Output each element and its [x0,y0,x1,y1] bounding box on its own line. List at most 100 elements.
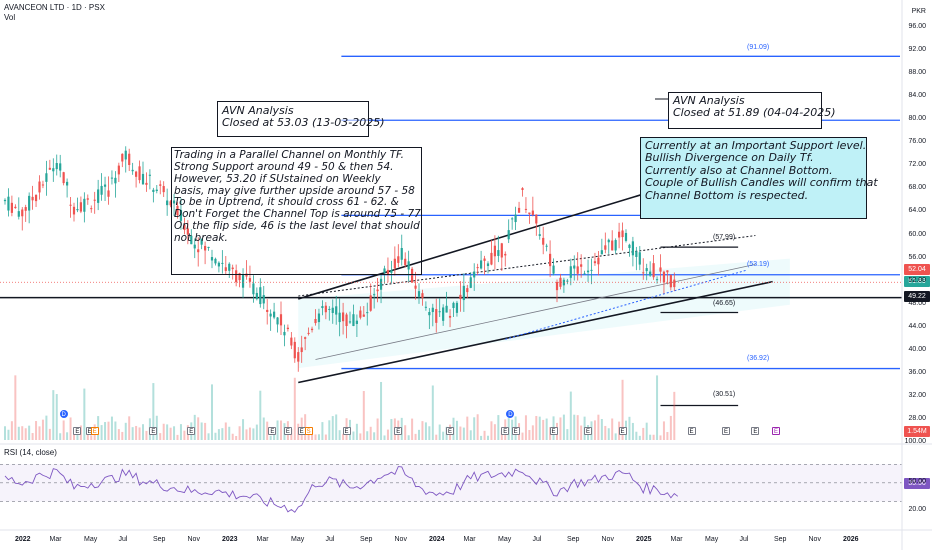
volume-bar [431,385,434,440]
note-current-view[interactable]: Currently at an Important Support level.… [640,137,878,219]
earnings-marker[interactable]: E [73,427,82,435]
volume-bar [545,418,548,440]
earnings-marker[interactable]: E [751,427,760,435]
volume-bar [69,417,72,440]
volume-bar [631,422,634,440]
earnings-marker[interactable]: S [304,427,313,435]
candle-body [445,305,448,313]
volume-bar [607,428,610,440]
time-tick: 2022 [15,536,31,543]
earnings-marker[interactable]: E [687,427,696,435]
candle-body [107,190,110,197]
volume-bar [52,390,55,440]
volume-bar [4,426,6,440]
earnings-marker[interactable]: E [584,427,593,435]
volume-bar [124,422,127,440]
time-tick: Mar [670,536,683,543]
candle-body [124,150,127,160]
volume-bar [459,426,462,440]
volume-bar [169,427,172,440]
candle-body [293,341,296,359]
time-tick: May [291,536,305,543]
volume-bar [166,424,169,440]
last-price-badge: 52.04 [904,264,930,275]
note-avn-analysis-old[interactable]: AVN Analysis Closed at 53.03 (13-03-2025… [217,101,385,137]
volume-bar [280,420,282,440]
channel-zone [298,258,790,369]
volume-bar [273,430,276,440]
candle-body [535,214,538,224]
earnings-marker[interactable]: E [446,427,455,435]
channel-mid-line [298,235,756,297]
volume-bar [228,426,231,440]
candle-body [642,272,645,274]
dividend-marker[interactable]: D [59,410,68,418]
volume-bar [100,425,103,440]
earnings-marker[interactable]: E [90,427,99,435]
earnings-marker[interactable]: E [394,427,403,435]
candle-body [400,247,403,260]
time-tick: Sep [360,536,373,543]
earnings-marker[interactable]: E [268,427,277,435]
earnings-marker[interactable]: E [618,427,627,435]
price-tick: 48.00 [908,299,926,307]
volume-bar [90,435,93,440]
note-analysis-main[interactable]: Trading in a Parallel Channel on Monthly… [171,147,422,275]
volume-bar [83,388,86,440]
candle-body [3,199,7,202]
earnings-marker[interactable]: E [501,427,510,435]
candle-body [207,246,210,248]
earnings-marker[interactable]: E [149,427,158,435]
earnings-marker[interactable]: E [511,427,520,435]
candle-body [373,294,376,296]
candle-body [290,337,293,346]
volume-bar [645,422,648,440]
candle-body [186,228,189,235]
volume-bar [386,429,389,440]
candle-body [359,310,362,318]
candle-body [304,337,307,339]
candle-body [452,302,455,308]
volume-bar [331,416,334,440]
candle-body [90,208,93,210]
time-tick: Sep [774,536,787,543]
volume-bar [204,422,207,440]
volume-bar [66,432,69,440]
candle-body [397,256,400,263]
dividend-marker[interactable]: D [506,410,515,418]
volume-bar [562,414,565,440]
volume-bar [421,421,424,440]
candle-body [10,202,13,213]
volume-bar [642,427,645,440]
time-tick: Sep [567,536,580,543]
volume-bar [176,434,179,440]
earnings-marker[interactable]: E [342,427,351,435]
volume-bar [497,415,500,440]
rsi-line [4,466,679,513]
candle-body [121,153,124,162]
candle-body [103,184,107,187]
time-tick: Nov [808,536,821,543]
candle-body [493,245,496,257]
earnings-marker[interactable]: E [772,427,781,435]
earnings-marker[interactable]: E [549,427,558,435]
candle-body [69,204,72,206]
earnings-marker[interactable]: E [283,427,292,435]
candle-body [179,209,183,221]
volume-bar [476,414,479,440]
level-label-91: (91.09) [747,44,770,51]
candle-body [276,317,279,325]
candle-body [110,177,114,179]
candle-body [552,265,555,274]
candle-body [573,265,576,269]
time-tick: Jul [118,536,128,543]
earnings-marker[interactable]: E [187,427,196,435]
candle-body [172,200,176,204]
candle-body [59,163,62,171]
price-tick: 64.00 [908,207,926,215]
volume-bar [407,435,410,440]
note-avn-analysis-new[interactable]: AVN Analysis Closed at 51.89 (04-04-2025… [668,92,836,129]
candle-body [438,311,441,313]
earnings-marker[interactable]: E [722,427,731,435]
